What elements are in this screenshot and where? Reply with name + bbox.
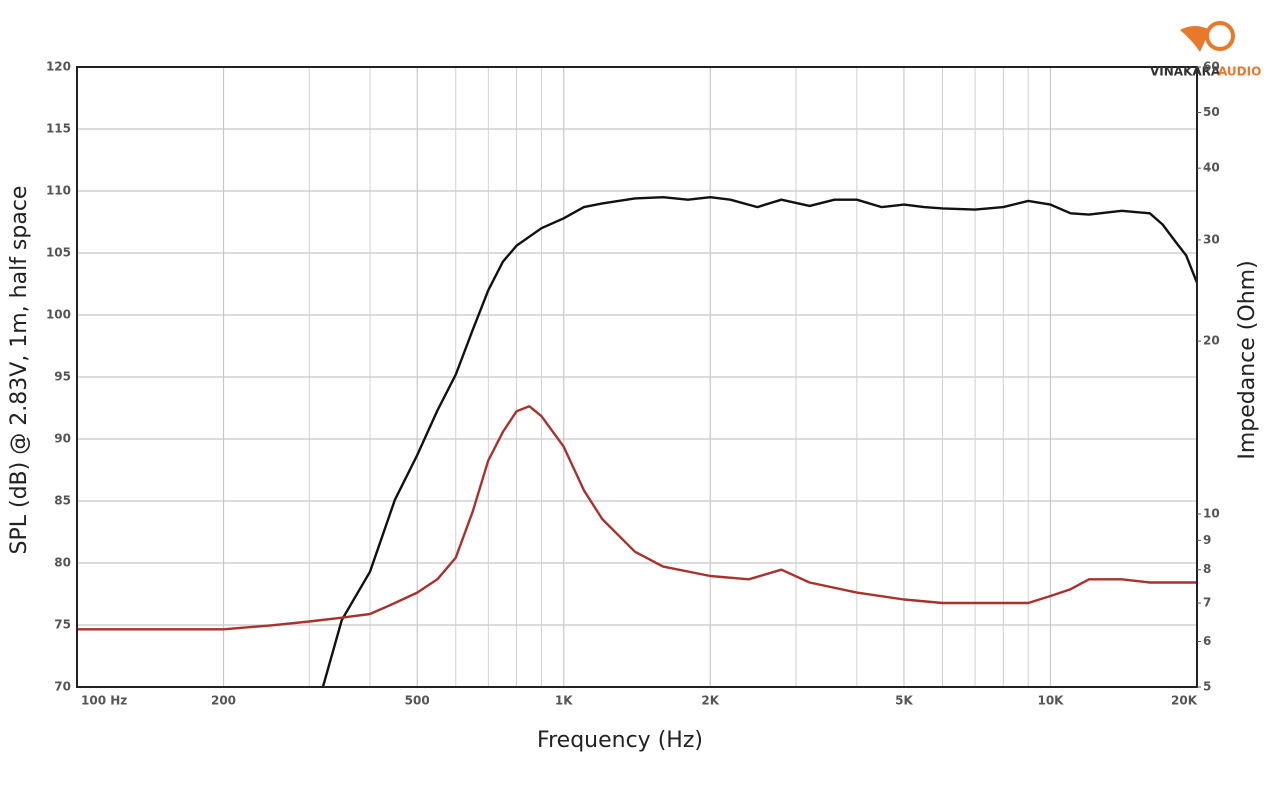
y2-tick-label: 6 [1203, 634, 1211, 648]
y2-tick-label: 50 [1203, 105, 1220, 119]
y-tick-label: 105 [46, 246, 71, 260]
series-line [321, 196, 1199, 688]
logo-brand: VINAKARA [1150, 65, 1221, 79]
x-tick-label: 5K [895, 694, 913, 708]
y-tick-label: 115 [46, 122, 71, 136]
y-tick-label: 75 [54, 618, 71, 632]
x-tick-label: 500 [405, 694, 430, 708]
series-line [77, 405, 1197, 631]
x-tick-label: 200 [211, 694, 236, 708]
y2-tick-label: 40 [1203, 161, 1220, 175]
logo-icon [1180, 26, 1210, 52]
y-tick-label: 90 [54, 432, 71, 446]
y2-tick-label: 7 [1203, 596, 1211, 610]
plot-frame [76, 66, 1198, 688]
y-tick-label: 100 [46, 308, 71, 322]
y-tick-label: 95 [54, 370, 71, 384]
x-tick-label: 100 Hz [81, 694, 127, 708]
x-tick-label: 1K [555, 694, 573, 708]
y2-tick-label: 20 [1203, 334, 1220, 348]
y-tick-label: 80 [54, 556, 71, 570]
x-tick-label: 20K [1171, 694, 1198, 708]
y2-tick-label: 8 [1203, 562, 1211, 576]
y2-tick-label: 5 [1203, 680, 1211, 694]
y-tick-label: 70 [54, 680, 71, 694]
x-tick-label: 2K [701, 694, 719, 708]
y-tick-label: 120 [46, 60, 71, 74]
x-axis-title: Frequency (Hz) [537, 728, 703, 753]
y2-tick-label: 30 [1203, 232, 1220, 246]
y-axis-title: SPL (dB) @ 2.83V, 1m, half space [7, 186, 32, 555]
y2-tick-label: 60 [1203, 60, 1220, 74]
x-tick-label: 10K [1037, 694, 1064, 708]
y-tick-label: 110 [46, 184, 71, 198]
logo-suffix: AUDIO [1218, 65, 1261, 79]
y-tick-label: 85 [54, 494, 71, 508]
logo: VINAKARA AUDIO [1150, 21, 1261, 79]
y2-tick-label: 9 [1203, 533, 1211, 547]
y2-tick-label: 10 [1203, 507, 1220, 521]
y2-axis-title: Impedance (Ohm) [1235, 260, 1260, 459]
logo-icon [1205, 21, 1235, 51]
lines [77, 196, 1199, 688]
